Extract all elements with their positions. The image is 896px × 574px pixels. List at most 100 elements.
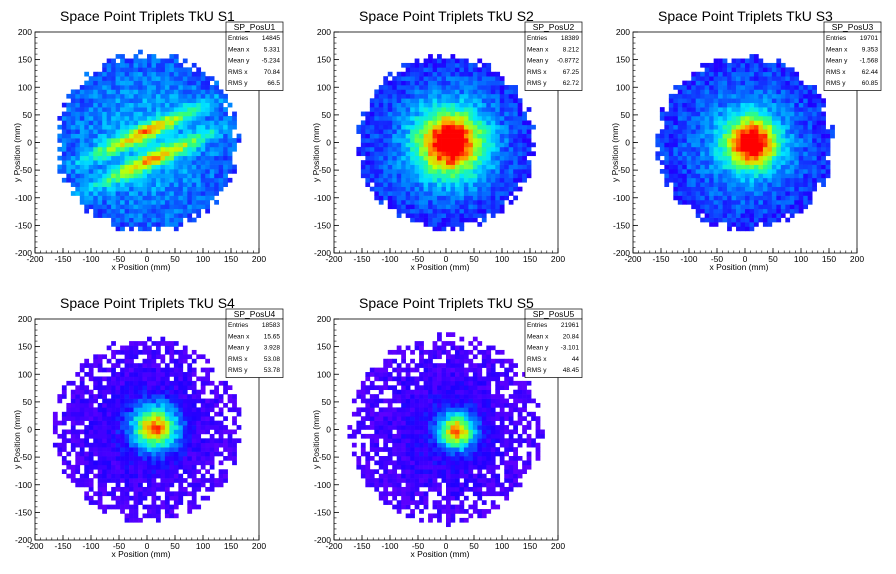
heatmap-cell — [133, 495, 139, 501]
heatmap-cell — [753, 151, 759, 157]
heatmap-cell — [124, 500, 130, 505]
heatmap-cell — [120, 464, 125, 470]
heatmap-cell — [124, 451, 130, 457]
heatmap-cell — [446, 129, 451, 134]
heatmap-cell — [762, 115, 768, 121]
heatmap-cell — [745, 76, 750, 81]
heatmap-cell — [753, 54, 759, 59]
heatmap-cell — [173, 433, 179, 439]
x-tick-label: 100 — [794, 254, 808, 264]
heatmap-cell — [731, 151, 737, 157]
heatmap-cell — [695, 111, 701, 117]
heatmap-cell — [486, 204, 492, 210]
heatmap-cell — [758, 102, 764, 108]
heatmap-cell — [378, 142, 384, 148]
heatmap-cell — [115, 186, 121, 192]
heatmap-cell — [160, 67, 166, 73]
heatmap-cell — [70, 102, 76, 108]
heatmap-cell — [191, 191, 197, 196]
heatmap-cell — [749, 217, 755, 223]
heatmap-cell — [432, 142, 438, 148]
heatmap-cell — [378, 138, 384, 143]
heatmap-cell — [178, 80, 184, 86]
heatmap-cell — [718, 142, 723, 148]
heatmap-cell — [138, 425, 143, 430]
heatmap-cell — [446, 111, 451, 117]
heatmap-cell — [191, 93, 197, 99]
heatmap-cell — [200, 102, 206, 108]
heatmap-cell — [450, 169, 456, 174]
heatmap-cell — [191, 133, 197, 139]
heatmap-cell — [677, 124, 683, 130]
heatmap-cell — [182, 80, 188, 86]
heatmap-cell — [477, 151, 483, 157]
heatmap-cell — [794, 85, 800, 90]
heatmap-cell — [758, 191, 764, 196]
heatmap-cell — [374, 173, 380, 179]
heatmap-cell — [450, 186, 456, 192]
heatmap-cell — [789, 213, 795, 218]
heatmap-cell — [182, 451, 188, 457]
heatmap-cell — [401, 76, 406, 81]
heatmap-cell — [463, 107, 469, 112]
heatmap-cell — [205, 115, 211, 121]
heatmap-cell — [753, 160, 759, 165]
heatmap-cell — [84, 451, 90, 457]
heatmap-cell — [75, 389, 81, 395]
heatmap-cell — [709, 124, 714, 130]
heatmap-cell — [821, 173, 826, 179]
heatmap-cell — [97, 146, 103, 152]
heatmap-cell — [173, 85, 179, 90]
heatmap-cell — [147, 186, 152, 192]
heatmap-cell — [70, 177, 76, 183]
heatmap-cell — [673, 155, 679, 161]
heatmap-cell — [740, 129, 746, 134]
heatmap-cell — [129, 429, 134, 435]
heatmap-cell — [115, 102, 121, 108]
heatmap-cell — [164, 102, 170, 108]
heatmap-cell — [66, 133, 72, 139]
heatmap-cell — [124, 429, 130, 435]
stats-label: Entries — [527, 35, 548, 42]
heatmap-cell — [495, 93, 501, 99]
heatmap-cell — [160, 129, 166, 134]
heatmap-cell — [463, 102, 469, 108]
heatmap-cell — [807, 89, 813, 95]
heatmap-cell — [97, 464, 103, 470]
heatmap-cell — [749, 142, 755, 148]
heatmap-cell — [124, 80, 130, 86]
heatmap-cell — [66, 460, 72, 466]
heatmap-cell — [459, 169, 465, 174]
heatmap-cell — [84, 372, 90, 377]
heatmap-cell — [79, 442, 85, 448]
heatmap-cell — [97, 429, 103, 435]
heatmap-cell — [88, 85, 94, 90]
heatmap-cell — [794, 142, 800, 148]
heatmap-cell — [147, 151, 152, 157]
heatmap-cell — [441, 208, 447, 214]
heatmap-cell — [111, 177, 116, 183]
heatmap-cell — [214, 169, 219, 174]
heatmap-cell — [812, 182, 817, 187]
heatmap-cell — [223, 142, 228, 148]
heatmap-cell — [102, 93, 107, 99]
heatmap-cell — [120, 208, 125, 214]
heatmap-cell — [102, 447, 107, 452]
heatmap-cell — [771, 76, 777, 81]
heatmap-cell — [57, 164, 63, 170]
heatmap-cell — [147, 482, 152, 488]
heatmap-cell — [164, 495, 170, 501]
heatmap-cell — [745, 115, 750, 121]
heatmap-cell — [414, 177, 420, 183]
heatmap-cell — [84, 478, 90, 483]
heatmap-cell — [753, 133, 759, 139]
heatmap-cell — [147, 469, 152, 474]
heatmap-cell — [673, 124, 679, 130]
stats-label: RMS x — [228, 69, 248, 76]
heatmap-cell — [173, 447, 179, 452]
heatmap-cell — [178, 146, 184, 152]
heatmap-cell — [477, 177, 483, 183]
heatmap-cell — [812, 85, 817, 90]
stats-name: SP_PosU2 — [533, 22, 575, 32]
heatmap-cell — [789, 89, 795, 95]
